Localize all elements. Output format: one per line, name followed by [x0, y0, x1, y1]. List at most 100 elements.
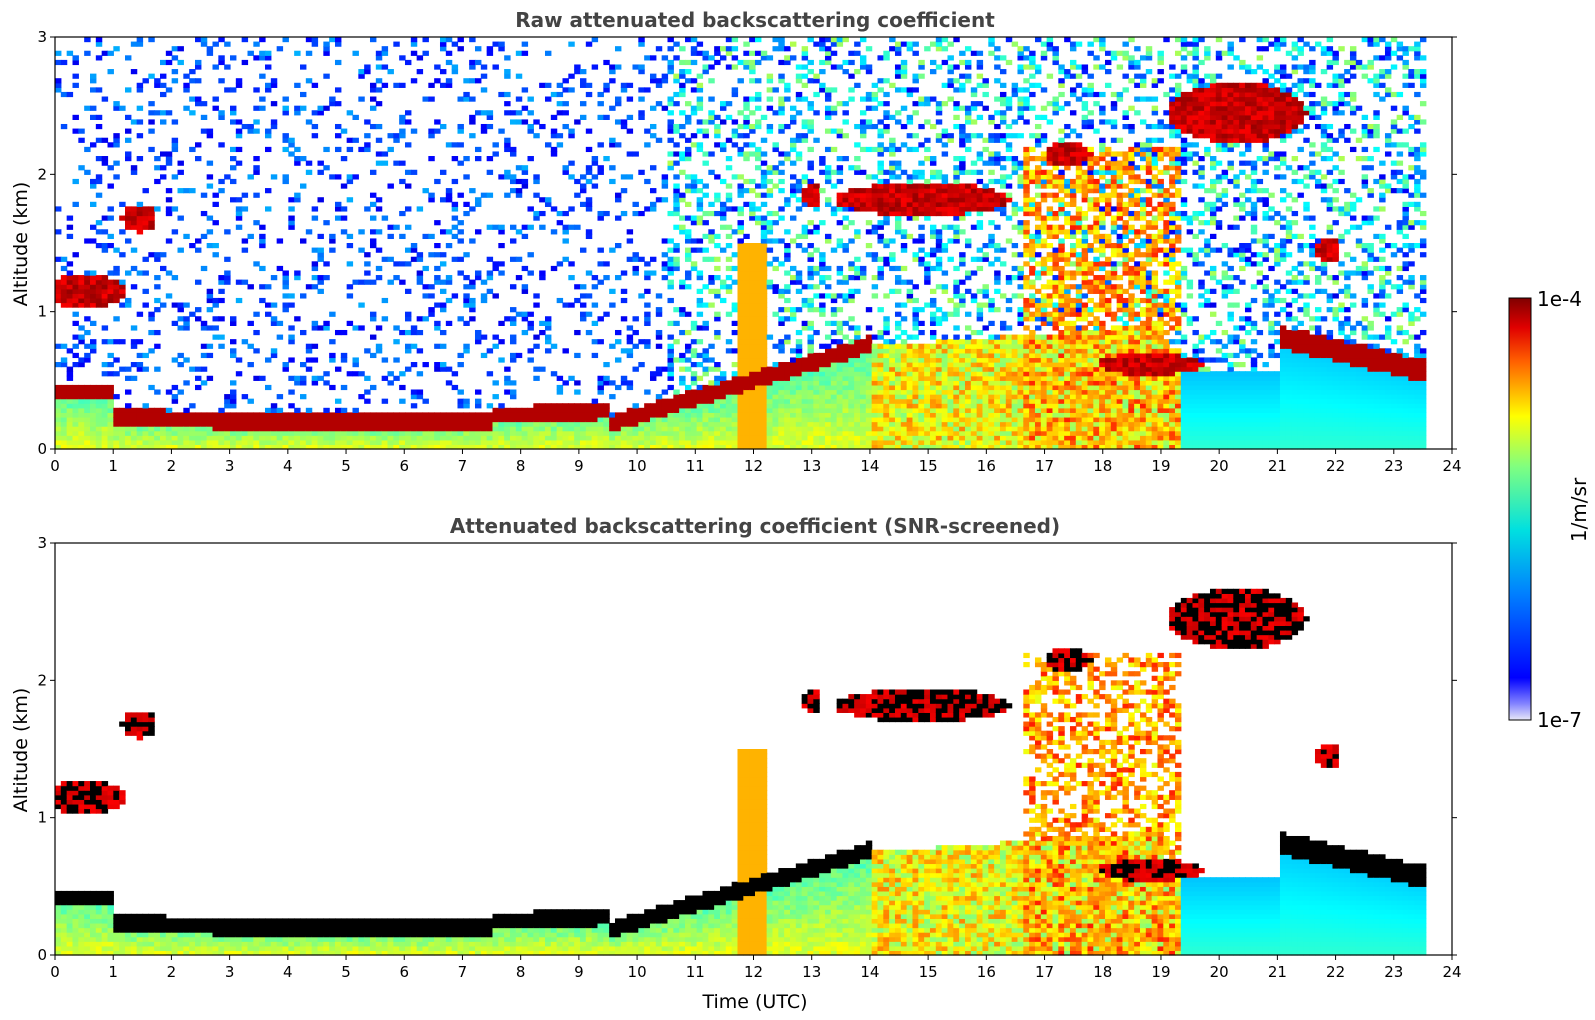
heatmap-cell	[66, 444, 74, 450]
heatmap-cell	[859, 389, 867, 395]
heatmap-cell	[708, 439, 715, 446]
heatmap-cell	[912, 352, 919, 359]
heatmap-cell	[539, 407, 546, 413]
heatmap-cell	[807, 105, 814, 111]
heatmap-cell	[399, 178, 406, 185]
heatmap-cell	[125, 210, 132, 217]
heatmap-cell	[171, 55, 179, 61]
heatmap-cell	[504, 430, 511, 436]
heatmap-cell	[434, 439, 441, 446]
heatmap-cell	[381, 412, 389, 418]
heatmap-cell	[789, 183, 797, 189]
heatmap-cell	[130, 375, 138, 381]
heatmap-cell	[183, 380, 190, 386]
heatmap-cell	[824, 398, 832, 404]
heatmap-cell	[235, 206, 243, 212]
heatmap-cell	[107, 206, 114, 212]
heatmap-cell	[795, 421, 803, 427]
heatmap-cell	[929, 192, 937, 198]
heatmap-cell	[894, 375, 902, 381]
heatmap-cell	[323, 46, 330, 52]
heatmap-cell	[504, 73, 511, 79]
heatmap-cell	[842, 156, 849, 162]
heatmap-cell	[346, 178, 354, 185]
heatmap-cell	[673, 224, 680, 230]
heatmap-cell	[702, 348, 709, 354]
heatmap-cell	[270, 403, 278, 409]
heatmap-cell	[935, 64, 943, 70]
heatmap-cell	[165, 238, 173, 244]
heatmap-cell	[539, 275, 546, 281]
heatmap-cell	[877, 444, 884, 450]
heatmap-cell	[55, 297, 62, 304]
heatmap-cell	[142, 352, 149, 359]
heatmap-cell	[492, 444, 499, 450]
heatmap-cell	[346, 416, 354, 423]
heatmap-cell	[754, 334, 762, 340]
heatmap-cell	[66, 371, 74, 377]
heatmap-cell	[673, 403, 680, 409]
heatmap-cell	[504, 192, 511, 198]
heatmap-cell	[521, 430, 529, 436]
heatmap-cell	[749, 178, 756, 185]
heatmap-cell	[160, 265, 167, 272]
heatmap-cell	[842, 133, 849, 139]
heatmap-cell	[591, 64, 599, 70]
heatmap-cell	[743, 50, 750, 56]
heatmap-cell	[842, 371, 849, 377]
heatmap-cell	[929, 334, 937, 340]
heatmap-cell	[539, 210, 546, 217]
heatmap-cell	[282, 416, 289, 423]
heatmap-cell	[842, 119, 849, 125]
heatmap-cell	[883, 384, 890, 391]
heatmap-cell	[375, 197, 383, 203]
heatmap-cell	[364, 270, 371, 276]
heatmap-cell	[195, 59, 202, 66]
heatmap-cell	[113, 316, 120, 322]
heatmap-cell	[224, 421, 231, 427]
heatmap-cell	[626, 407, 634, 413]
heatmap-cell	[912, 215, 919, 221]
heatmap-cell	[789, 142, 797, 148]
heatmap-cell	[929, 380, 937, 386]
heatmap-cell	[743, 394, 750, 400]
heatmap-cell	[737, 243, 744, 249]
heatmap-cell	[813, 73, 820, 79]
heatmap-cell	[585, 311, 593, 317]
heatmap-cell	[819, 156, 826, 162]
heatmap-cell	[929, 210, 937, 217]
heatmap-cell	[265, 64, 272, 70]
heatmap-cell	[830, 37, 838, 43]
heatmap-cell	[235, 82, 243, 88]
heatmap-cell	[754, 256, 762, 262]
heatmap-cell	[935, 384, 943, 391]
heatmap-cell	[702, 119, 709, 125]
heatmap-cell	[754, 247, 762, 253]
heatmap-cell	[101, 389, 109, 395]
heatmap-cell	[854, 380, 861, 386]
heatmap-cell	[877, 398, 884, 404]
heatmap-cell	[95, 398, 103, 404]
heatmap-cell	[148, 206, 155, 212]
heatmap-cell	[439, 366, 447, 372]
heatmap-cell	[393, 416, 400, 423]
heatmap-cell	[509, 284, 517, 290]
heatmap-cell	[550, 416, 558, 423]
heatmap-cell	[504, 439, 511, 446]
heatmap-cell	[953, 302, 960, 308]
heatmap-cell	[434, 325, 441, 331]
heatmap-cell	[959, 426, 966, 432]
heatmap-cell	[766, 261, 774, 267]
heatmap-cell	[404, 426, 412, 432]
heatmap-cell	[754, 146, 762, 153]
heatmap-cell	[626, 430, 634, 436]
heatmap-cell	[772, 238, 779, 244]
heatmap-cell	[784, 247, 791, 253]
heatmap-cell	[544, 416, 552, 423]
heatmap-cell	[807, 343, 814, 349]
heatmap-cell	[556, 412, 564, 418]
heatmap-cell	[906, 389, 914, 395]
heatmap-cell	[585, 430, 593, 436]
heatmap-cell	[416, 206, 424, 212]
heatmap-cell	[719, 46, 727, 52]
